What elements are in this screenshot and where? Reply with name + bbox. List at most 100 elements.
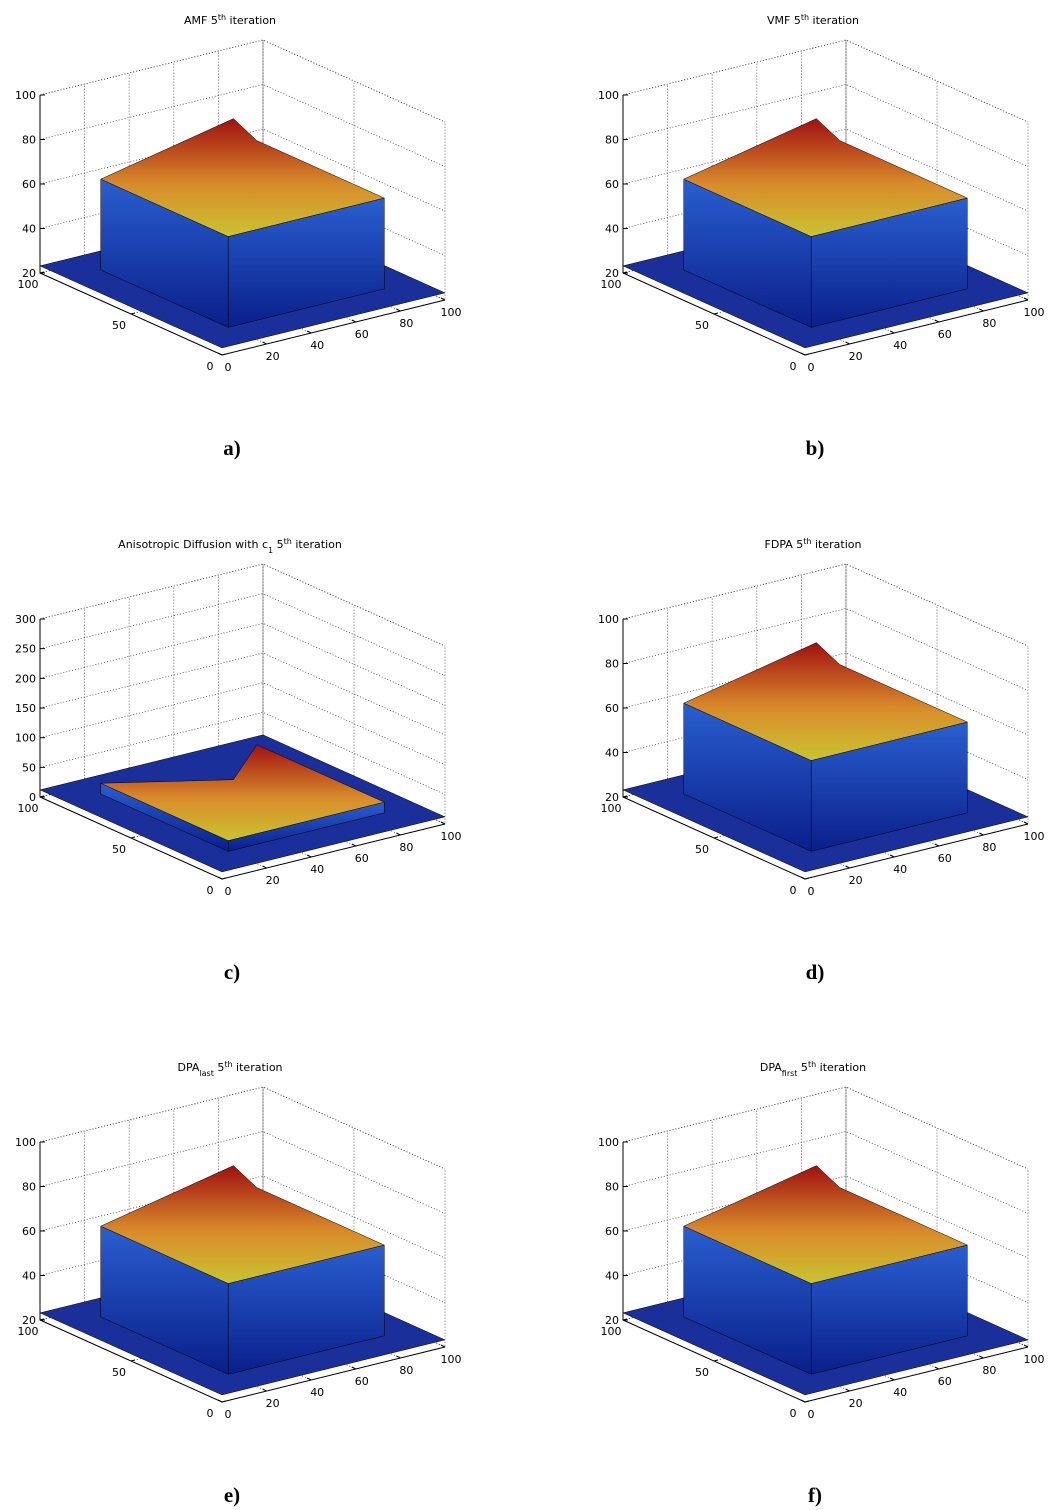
- y-tick-label: 0: [790, 884, 797, 897]
- tick-mark: [979, 308, 984, 312]
- x-tick-label: 100: [441, 830, 462, 843]
- surface-top: [100, 1165, 386, 1284]
- tick-mark: [622, 271, 628, 274]
- x-tick-label: 0: [225, 885, 232, 898]
- tick-mark: [130, 836, 136, 839]
- z-tick-label: 60: [22, 1225, 36, 1238]
- z-tick-label: 60: [605, 702, 619, 715]
- x-tick-label: 20: [266, 1397, 280, 1410]
- title-part: DPA: [760, 1061, 782, 1074]
- y-tick-label: 50: [112, 843, 126, 856]
- z-tick-label: 100: [15, 732, 36, 745]
- title-part: 5: [214, 1061, 225, 1074]
- y-tick-label: 0: [207, 1407, 214, 1420]
- panel-label: b): [806, 436, 825, 460]
- x-tick-label: 0: [225, 1408, 232, 1421]
- z-tick-label: 100: [15, 1136, 36, 1149]
- tick-mark: [889, 330, 895, 334]
- tick-mark: [889, 1377, 895, 1381]
- x-tick-label: 20: [849, 350, 863, 363]
- tick-mark: [845, 341, 850, 345]
- z-tick-label: 40: [605, 1270, 619, 1283]
- plot-title: DPAfirst 5th iteration: [760, 1060, 866, 1078]
- x-tick-label: 80: [399, 1364, 413, 1377]
- title-part: iteration: [233, 1061, 283, 1074]
- title-part: 5: [797, 1061, 808, 1074]
- tick-mark: [440, 1344, 446, 1348]
- title-part: DPA: [177, 1061, 199, 1074]
- y-tick-label: 0: [207, 884, 214, 897]
- z-tick-label: 200: [15, 672, 36, 685]
- tick-mark: [130, 1359, 136, 1362]
- z-tick-label: 0: [29, 791, 36, 804]
- title-part: first: [782, 1069, 798, 1078]
- x-tick-label: 100: [1024, 830, 1045, 843]
- z-tick-label: 60: [605, 1225, 619, 1238]
- tick-mark: [306, 330, 312, 334]
- x-tick-label: 40: [893, 339, 907, 352]
- panel-label: a): [223, 436, 241, 460]
- z-tick-label: 80: [605, 658, 619, 671]
- grid-line: [130, 81, 355, 315]
- grid-line: [713, 81, 938, 315]
- grid-line: [221, 1169, 446, 1403]
- tick-mark: [934, 319, 940, 323]
- z-tick-label: 100: [15, 89, 36, 102]
- x-tick-label: 0: [808, 1408, 815, 1421]
- grid-line: [39, 40, 264, 274]
- title-part: Anisotropic Diffusion with c: [118, 538, 268, 551]
- tick-mark: [800, 352, 806, 356]
- x-tick-label: 60: [938, 328, 952, 341]
- surface-plot: 20 40 60 80 100 0 20 40 60 80 100 0 50 100 DPAlast 5th…: [15, 1060, 462, 1508]
- title-part: th: [808, 1060, 816, 1069]
- y-tick-label: 50: [112, 1366, 126, 1379]
- y-tick-label: 100: [601, 1325, 622, 1338]
- tick-mark: [804, 1400, 810, 1403]
- z-tick-label: 60: [605, 178, 619, 191]
- tick-mark: [262, 341, 267, 345]
- grid-line: [221, 122, 446, 356]
- y-tick-label: 100: [601, 802, 622, 815]
- plot-title: Anisotropic Diffusion with c1 5th iterat…: [118, 537, 342, 555]
- z-tick-label: 20: [605, 1314, 619, 1327]
- title-part: iteration: [226, 14, 276, 27]
- z-tick-label: 250: [15, 643, 36, 656]
- grid-line: [804, 1169, 1029, 1403]
- x-tick-label: 20: [849, 1397, 863, 1410]
- tick-mark: [396, 832, 401, 836]
- title-part: FDPA 5: [765, 538, 804, 551]
- x-tick-label: 40: [310, 339, 324, 352]
- surface-plot: 20 40 60 80 100 0 20 40 60 80 100 0 50 100 DPAfirst 5t…: [598, 1060, 1045, 1508]
- y-tick-label: 50: [695, 1366, 709, 1379]
- title-part: th: [224, 1060, 232, 1069]
- tick-mark: [804, 877, 810, 880]
- y-tick-label: 50: [695, 843, 709, 856]
- surface-plot: 20 40 60 80 100 0 20 40 60 80 100 0 50 100 AMF 5th ite…: [15, 13, 462, 461]
- tick-mark: [217, 876, 223, 880]
- tick-mark: [396, 308, 401, 312]
- surface-top: [683, 118, 969, 237]
- y-tick-label: 0: [207, 360, 214, 373]
- x-tick-label: 0: [808, 361, 815, 374]
- tick-mark: [800, 876, 806, 880]
- tick-mark: [1023, 297, 1029, 301]
- title-part: iteration: [809, 14, 859, 27]
- x-tick-label: 80: [982, 317, 996, 330]
- panel-label: e): [224, 1483, 240, 1507]
- x-tick-label: 80: [982, 841, 996, 854]
- tick-mark: [889, 854, 895, 858]
- x-tick-label: 0: [808, 885, 815, 898]
- x-tick-label: 100: [441, 306, 462, 319]
- x-tick-label: 40: [310, 1386, 324, 1399]
- tick-mark: [221, 353, 227, 356]
- title-part: 1: [268, 546, 273, 555]
- z-tick-label: 300: [15, 613, 36, 626]
- y-tick-label: 50: [112, 319, 126, 332]
- grid-line: [622, 1087, 847, 1321]
- surface-plot: 20 40 60 80 100 0 20 40 60 80 100 0 50 100 FDPA 5th it…: [598, 537, 1045, 985]
- z-tick-label: 150: [15, 702, 36, 715]
- z-tick-label: 40: [22, 1270, 36, 1283]
- y-tick-label: 50: [695, 319, 709, 332]
- x-tick-label: 80: [399, 841, 413, 854]
- plot-title: FDPA 5th iteration: [765, 537, 862, 552]
